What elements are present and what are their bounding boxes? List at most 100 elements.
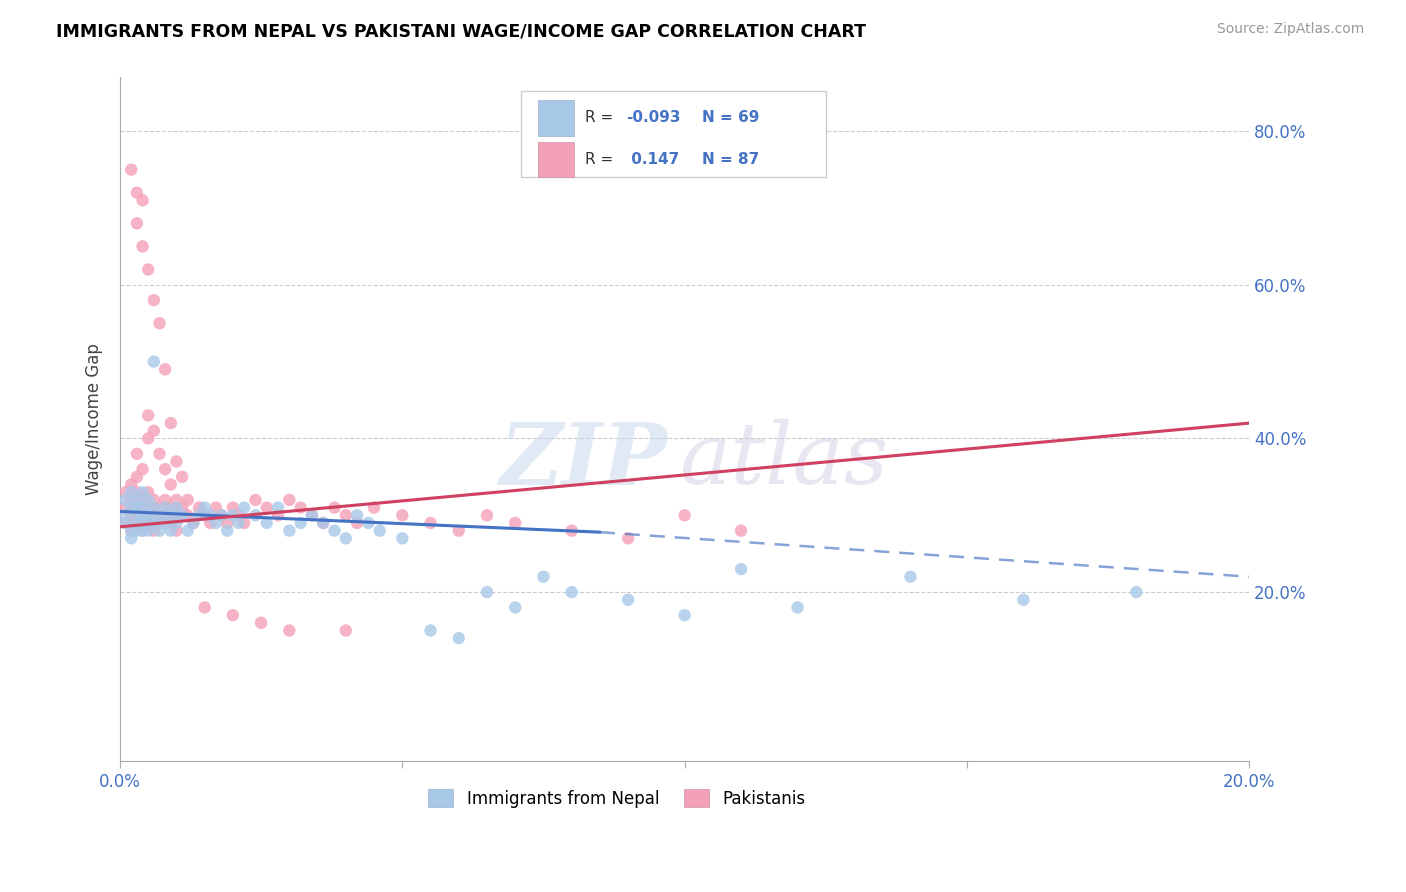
Point <box>125 516 148 530</box>
Point <box>561 585 583 599</box>
Point <box>148 316 170 330</box>
Point <box>391 531 413 545</box>
Point <box>136 524 159 538</box>
Point <box>278 524 301 538</box>
Point <box>1012 592 1035 607</box>
Point <box>335 531 357 545</box>
Point <box>136 516 159 530</box>
Point <box>142 516 165 530</box>
Point <box>357 516 380 530</box>
Point <box>114 485 136 500</box>
Point <box>222 500 245 515</box>
Point <box>125 500 148 515</box>
Point <box>301 508 323 523</box>
Point <box>131 239 153 253</box>
Point <box>136 409 159 423</box>
Point <box>217 524 239 538</box>
Point <box>148 447 170 461</box>
Point <box>447 524 470 538</box>
Point <box>256 516 278 530</box>
Point <box>368 524 391 538</box>
Point <box>159 524 181 538</box>
Point <box>114 516 136 530</box>
Point <box>312 516 335 530</box>
Text: IMMIGRANTS FROM NEPAL VS PAKISTANI WAGE/INCOME GAP CORRELATION CHART: IMMIGRANTS FROM NEPAL VS PAKISTANI WAGE/… <box>56 22 866 40</box>
Point <box>391 508 413 523</box>
Point <box>250 615 273 630</box>
Point <box>301 508 323 523</box>
Text: N = 69: N = 69 <box>702 111 759 125</box>
Point <box>136 262 159 277</box>
Point <box>183 516 205 530</box>
Point <box>267 500 290 515</box>
Point <box>125 508 148 523</box>
FancyBboxPatch shape <box>538 142 574 178</box>
Point <box>533 570 555 584</box>
Point <box>165 508 187 523</box>
Point <box>142 524 165 538</box>
Point <box>194 600 217 615</box>
Point <box>335 624 357 638</box>
Text: N = 87: N = 87 <box>702 152 759 167</box>
Point <box>200 516 222 530</box>
Point <box>730 562 752 576</box>
Point <box>153 508 176 523</box>
Point <box>165 454 187 468</box>
Point <box>233 516 256 530</box>
Point <box>335 508 357 523</box>
Point <box>228 508 250 523</box>
Point <box>131 492 153 507</box>
Point <box>194 500 217 515</box>
Text: R =: R = <box>585 111 619 125</box>
Point <box>159 508 181 523</box>
Point <box>165 516 187 530</box>
Point <box>136 432 159 446</box>
Point <box>172 500 194 515</box>
Point <box>503 516 526 530</box>
Point <box>205 500 228 515</box>
Legend: Immigrants from Nepal, Pakistanis: Immigrants from Nepal, Pakistanis <box>422 783 813 814</box>
Point <box>142 293 165 308</box>
Point <box>245 492 267 507</box>
Point <box>323 500 346 515</box>
Point <box>114 492 136 507</box>
Point <box>447 631 470 645</box>
Point <box>419 624 441 638</box>
Point <box>730 524 752 538</box>
Point <box>120 500 142 515</box>
Point <box>120 524 142 538</box>
Point <box>256 500 278 515</box>
Point <box>136 508 159 523</box>
Point <box>125 500 148 515</box>
Point <box>125 524 148 538</box>
Point <box>120 508 142 523</box>
Point <box>125 447 148 461</box>
Point <box>125 485 148 500</box>
Point <box>786 600 808 615</box>
Point <box>114 508 136 523</box>
Point <box>211 508 233 523</box>
Point <box>159 416 181 430</box>
Point <box>177 508 200 523</box>
Point <box>217 516 239 530</box>
Point <box>125 492 148 507</box>
Text: Source: ZipAtlas.com: Source: ZipAtlas.com <box>1216 22 1364 37</box>
Point <box>148 500 170 515</box>
Point <box>617 531 640 545</box>
Point <box>177 524 200 538</box>
Point <box>131 500 153 515</box>
Point <box>233 500 256 515</box>
Point <box>194 508 217 523</box>
Point <box>142 492 165 507</box>
Point <box>159 500 181 515</box>
Point <box>125 516 148 530</box>
Point <box>120 524 142 538</box>
Text: -0.093: -0.093 <box>626 111 681 125</box>
Point <box>290 516 312 530</box>
Point <box>153 462 176 476</box>
Point <box>120 485 142 500</box>
Point <box>165 492 187 507</box>
Point <box>131 485 153 500</box>
Point <box>159 477 181 491</box>
Point <box>346 516 368 530</box>
